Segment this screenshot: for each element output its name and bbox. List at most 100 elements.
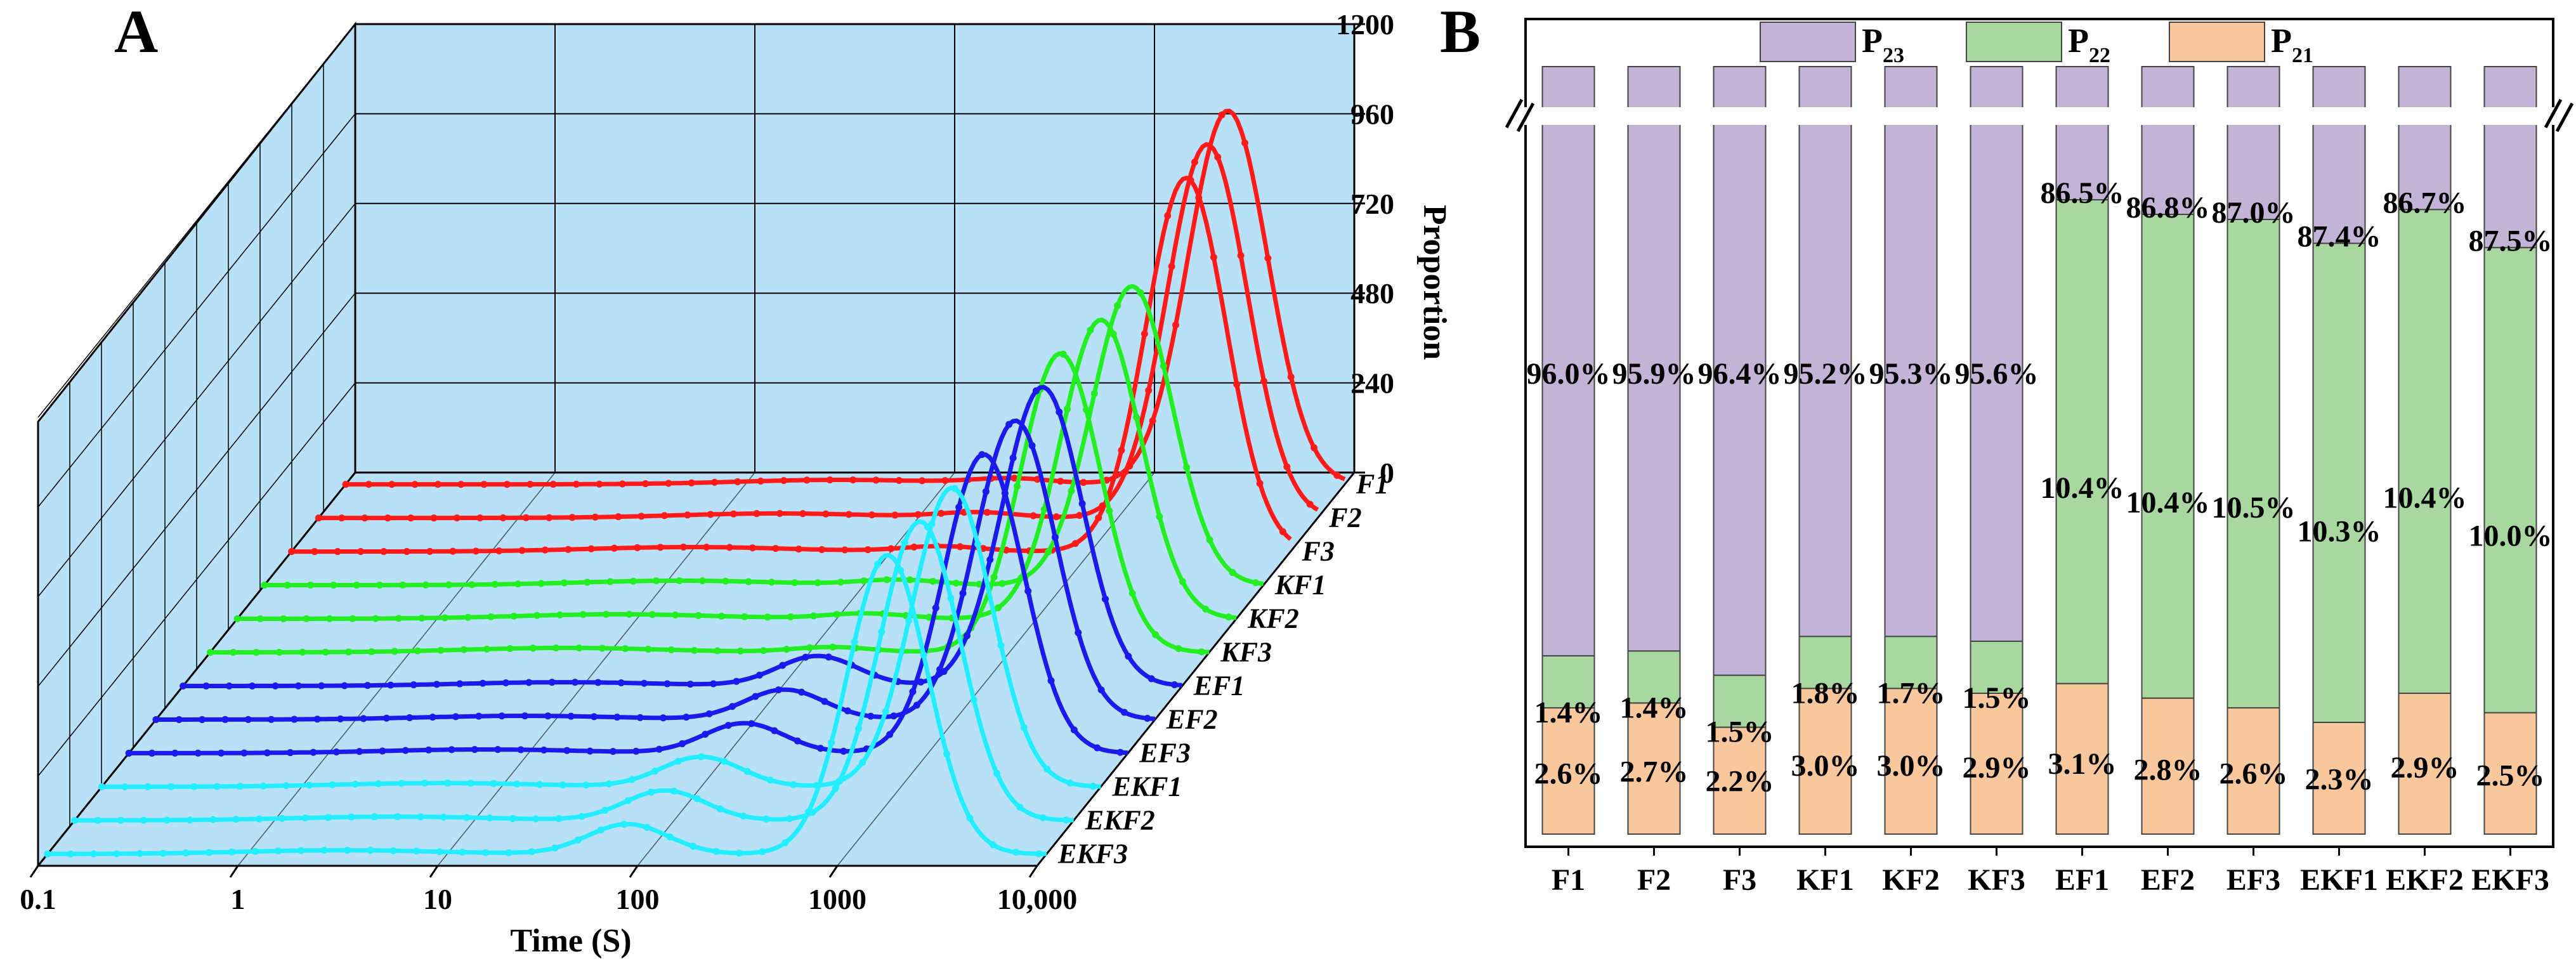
series-marker-ef3 — [1116, 748, 1124, 756]
series-marker-kf2 — [1064, 405, 1071, 413]
series-marker-kf1 — [1114, 302, 1121, 310]
category-label-ekf1: EKF1 — [2300, 863, 2378, 897]
series-marker-ef2 — [175, 715, 183, 723]
series-marker-ef2 — [406, 714, 414, 721]
data-label-p21: 2.8% — [2134, 753, 2202, 787]
series-marker-ef3 — [794, 737, 801, 745]
bar-segment-p21-kf3 — [1970, 692, 2024, 835]
data-label-p21: 3.0% — [1791, 749, 1860, 783]
series-marker-kf3 — [1175, 645, 1182, 653]
side-grid-line — [37, 23, 356, 418]
series-marker-kf1 — [952, 579, 960, 587]
data-label-p23: 86.8% — [2126, 191, 2210, 225]
series-marker-kf2 — [510, 612, 518, 620]
series-marker-f3 — [1256, 480, 1264, 487]
bar-segment-p22-ef3 — [2226, 218, 2280, 709]
series-marker-kf3 — [806, 644, 813, 651]
series-marker-kf2 — [418, 614, 426, 622]
series-marker-kf3 — [990, 573, 998, 581]
series-line-kf1 — [264, 284, 1264, 587]
series-marker-ekf1 — [213, 783, 221, 790]
series-marker-f1 — [365, 481, 372, 488]
series-marker-ef3 — [1070, 726, 1078, 734]
data-label-p21: 2.6% — [1534, 757, 1603, 790]
panel-b-label: B — [1440, 0, 1481, 65]
series-marker-ef1 — [225, 682, 233, 689]
series-marker-ekf2 — [301, 814, 309, 821]
data-label-p22: 10.3% — [2298, 515, 2381, 549]
series-marker-ekf3 — [690, 842, 697, 850]
series-marker-f2 — [522, 514, 530, 521]
axis-break-mark-left — [1505, 98, 1524, 129]
series-marker-ekf3 — [620, 820, 628, 828]
series-marker-ekf3 — [920, 651, 927, 659]
series-marker-f2 — [546, 514, 553, 521]
series-marker-kf1 — [1252, 579, 1260, 587]
series-marker-f1 — [711, 478, 719, 486]
series-marker-ekf2 — [924, 523, 932, 531]
series-marker-ekf3 — [297, 847, 305, 854]
series-marker-kf3 — [391, 648, 398, 655]
series-marker-kf3 — [829, 643, 837, 651]
x-tick-label: 1000 — [808, 883, 866, 915]
series-marker-f2 — [338, 514, 346, 522]
series-label-ef2: EF2 — [1166, 703, 1218, 735]
bar-stacks: 2.6% 1.4% 96.0% 2.7% 1.4% 95.9% 2.2% 1.5% 96.4% 3… — [1527, 66, 2553, 835]
series-marker-kf2 — [1225, 613, 1232, 621]
series-marker-kf3 — [460, 646, 467, 653]
series-marker-ef2 — [452, 713, 459, 721]
series-marker-kf2 — [625, 611, 633, 618]
data-label-p22: 10.5% — [2212, 491, 2296, 525]
data-label-p21: 2.6% — [2220, 757, 2288, 790]
series-marker-ef2 — [1120, 709, 1128, 716]
series-marker-ekf2 — [670, 787, 678, 795]
series-marker-ekf3 — [597, 826, 605, 834]
series-marker-kf3 — [368, 648, 376, 655]
data-label-p22: 1.4% — [1534, 696, 1603, 729]
series-marker-ekf2 — [647, 788, 655, 796]
series-marker-kf2 — [372, 615, 379, 622]
series-marker-kf1 — [1206, 536, 1213, 544]
series-marker-ef1 — [617, 679, 625, 687]
series-marker-f3 — [957, 543, 964, 551]
series-marker-ef3 — [471, 746, 478, 754]
category-label-kf3: KF3 — [1968, 863, 2025, 897]
axis-break-mark-right — [2544, 98, 2563, 129]
series-marker-ekf2 — [140, 816, 148, 824]
series-marker-f3 — [357, 548, 365, 556]
series-marker-kf1 — [653, 577, 660, 585]
series-marker-kf1 — [606, 578, 614, 585]
series-marker-f2 — [453, 514, 461, 522]
series-marker-ef3 — [332, 748, 340, 755]
series-marker-ekf1 — [882, 708, 889, 715]
series-marker-kf3 — [275, 648, 283, 656]
y-axis-title: Proportion — [1416, 205, 1453, 360]
series-marker-kf3 — [1013, 483, 1021, 490]
series-marker-kf3 — [529, 644, 537, 652]
series-marker-f2 — [868, 511, 876, 519]
series-marker-f2 — [1168, 263, 1175, 270]
series-marker-ef1 — [479, 679, 487, 687]
series-marker-ekf1 — [351, 780, 359, 788]
series-marker-ekf3 — [159, 849, 167, 857]
series-marker-ekf3 — [551, 844, 559, 852]
series-marker-ekf3 — [574, 836, 582, 844]
series-marker-ekf2 — [417, 813, 424, 821]
series-line-ef2 — [155, 418, 1156, 722]
series-marker-ef2 — [152, 715, 160, 723]
y-tick-label: 240 — [1350, 367, 1394, 400]
series-marker-ef1 — [755, 671, 763, 679]
series-marker-kf1 — [791, 579, 799, 587]
x-axis-ticks: 0.1 1 10 100 1000 10,000 — [20, 865, 1077, 915]
data-label-p23: 96.0% — [1527, 357, 1611, 391]
data-label-p21: 2.2% — [1706, 765, 1774, 799]
series-marker-ekf3 — [44, 850, 51, 858]
series-marker-f2 — [1145, 387, 1153, 395]
series-marker-f3 — [887, 545, 895, 552]
series-marker-kf1 — [468, 581, 476, 589]
series-marker-f1 — [1172, 321, 1179, 329]
series-marker-ef3 — [1001, 490, 1009, 497]
series-marker-ef3 — [978, 451, 986, 459]
series-line-ef1 — [183, 384, 1182, 688]
series-marker-ef2 — [360, 715, 367, 722]
